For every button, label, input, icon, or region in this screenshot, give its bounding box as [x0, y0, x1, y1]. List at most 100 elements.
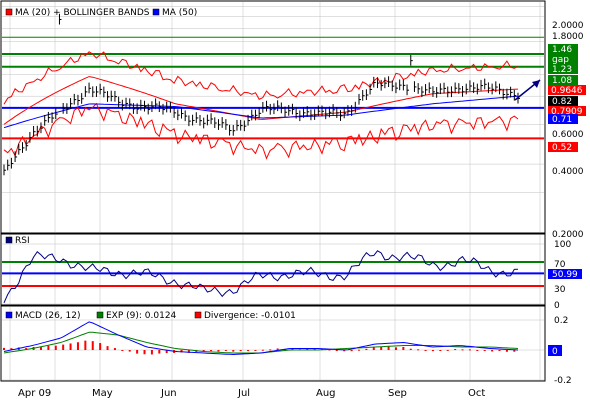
rsi-tick-0: 0 — [554, 301, 560, 311]
legend-ma50: MA (50) — [162, 8, 197, 18]
divergence-bar — [76, 342, 79, 350]
divergence-bar — [128, 350, 131, 352]
price-bars — [3, 13, 520, 176]
divergence-bar — [254, 350, 257, 351]
divergence-bar — [158, 350, 161, 354]
x-label-apr: Apr 09 — [18, 388, 51, 399]
divergence-bar — [387, 346, 390, 350]
tag-052: 0.52 — [552, 143, 572, 153]
divergence-bar — [321, 348, 324, 350]
price-y-axis: 2.0000 1.8000 0.6000 0.4000 0.2000 — [552, 21, 584, 240]
price-tick-06: 0.6000 — [552, 130, 584, 140]
bollinger-bands — [3, 51, 519, 160]
price-tick-02: 0.2000 — [552, 230, 584, 240]
tag-108: 1.08 — [552, 76, 572, 86]
divergence-bar — [39, 347, 42, 350]
divergence-bar — [357, 349, 360, 351]
price-tick-18: 1.8000 — [552, 32, 584, 42]
divergence-bar — [217, 350, 220, 352]
divergence-bar — [402, 346, 405, 350]
divergence-bar — [417, 349, 420, 351]
divergence-bar — [491, 350, 494, 352]
macd-tick-pos: 0.2 — [554, 316, 568, 326]
ma20-line — [3, 76, 519, 125]
rsi-y-axis: 100 70 30 0 50.99 — [548, 240, 582, 311]
rsi-panel-frame — [0, 233, 546, 306]
divergence-bar — [505, 350, 508, 352]
divergence-bar — [84, 340, 87, 350]
divergence-bar — [269, 349, 272, 351]
divergence-bar — [439, 350, 442, 351]
tag-07909: 0.7909 — [551, 107, 583, 117]
divergence-bar — [394, 347, 397, 350]
macd-legend: MACD (26, 12) EXP (9): 0.0124 Divergence… — [5, 311, 296, 321]
rsi-legend: RSI — [5, 236, 30, 246]
divergence-bar — [99, 343, 102, 350]
divergence-bar — [143, 350, 146, 355]
divergence-bar — [461, 349, 464, 351]
x-label-oct: Oct — [468, 388, 485, 399]
divergence-bar — [10, 348, 13, 350]
price-tick-2: 2.0000 — [552, 21, 584, 31]
divergence-bar — [247, 350, 250, 352]
x-label-may: May — [92, 388, 113, 399]
rsi-tag: 50.99 — [552, 270, 578, 280]
divergence-bar — [335, 350, 338, 351]
tag-123: 1.23 — [552, 65, 572, 75]
divergence-bar — [431, 350, 434, 352]
divergence-bar — [276, 348, 279, 350]
divergence-bar — [476, 350, 479, 351]
macd-tag: 0 — [552, 347, 558, 357]
legend-exp: EXP (9): 0.0124 — [106, 311, 177, 321]
divergence-bar — [150, 350, 153, 355]
macd-line — [3, 321, 519, 356]
price-legend: MA (20) + BOLLINGER BANDS MA (50) — [5, 8, 197, 18]
tag-071: 0.71 — [552, 115, 572, 125]
tag-082: 0.82 — [552, 97, 572, 107]
legend-macd: MACD (26, 12) — [15, 311, 81, 321]
rsi-tick-30: 30 — [554, 285, 566, 295]
legend-rsi: RSI — [15, 236, 30, 246]
divergence-bar — [62, 344, 65, 350]
x-label-jul: Jul — [237, 388, 250, 399]
divergence-bar — [306, 348, 309, 350]
divergence-bar — [261, 349, 264, 351]
divergence-bar — [165, 350, 168, 354]
divergence-bar — [513, 350, 516, 352]
divergence-bar — [328, 349, 331, 351]
legend-divergence: Divergence: -0.0101 — [204, 311, 296, 321]
divergence-bar — [47, 345, 50, 350]
grid-lines — [2, 2, 544, 381]
divergence-bar — [424, 350, 427, 351]
divergence-bar — [372, 346, 375, 350]
bollinger-upper — [3, 51, 519, 105]
divergence-bar — [106, 346, 109, 350]
x-label-jun: Jun — [160, 388, 177, 399]
divergence-bar — [446, 349, 449, 351]
ma50-line — [3, 95, 519, 129]
legend-bollinger: MA (20) + BOLLINGER BANDS — [15, 8, 150, 18]
divergence-bar — [468, 349, 471, 351]
macd-tick-neg: -0.2 — [554, 376, 572, 386]
divergence-bar — [454, 349, 457, 351]
rsi-tick-70: 70 — [554, 260, 566, 270]
divergence-bar — [498, 350, 501, 352]
x-label-sep: Sep — [388, 388, 407, 399]
x-axis: Apr 09 May Jun Jul Aug Sep Oct — [18, 388, 485, 399]
tag-gap: gap — [552, 55, 569, 65]
divergence-bar — [483, 350, 486, 351]
tag-09646: 0.9646 — [551, 86, 583, 96]
divergence-bar — [224, 350, 227, 351]
rsi-tick-100: 100 — [554, 240, 571, 250]
tag-146: 1.46 — [552, 45, 572, 55]
divergence-bar — [180, 350, 183, 353]
divergence-bar — [232, 350, 235, 352]
divergence-bar — [409, 348, 412, 350]
bollinger-lower — [3, 102, 519, 160]
divergence-bar — [69, 343, 72, 350]
divergence-bar — [343, 350, 346, 352]
divergence-bar — [313, 348, 316, 350]
divergence-bar — [210, 350, 213, 351]
macd-y-axis: 0.2 -0.2 0 — [548, 316, 572, 386]
